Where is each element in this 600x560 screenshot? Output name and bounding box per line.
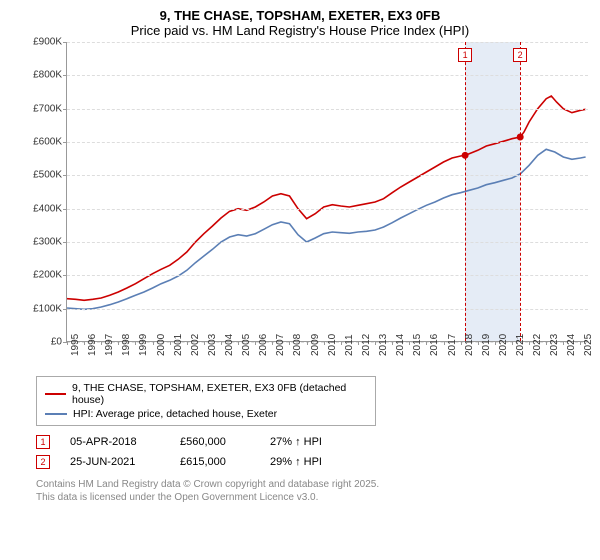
gridline bbox=[67, 75, 588, 76]
legend-swatch bbox=[45, 413, 67, 415]
gridline bbox=[67, 175, 588, 176]
gridline bbox=[67, 209, 588, 210]
sale-marker-label: 2 bbox=[513, 48, 527, 62]
y-axis-label: £900K bbox=[12, 37, 62, 48]
sales-table: 1 05-APR-2018 £560,000 27% ↑ HPI 2 25-JUN-202… bbox=[36, 432, 588, 472]
gridline bbox=[67, 242, 588, 243]
y-axis-label: £700K bbox=[12, 103, 62, 114]
y-axis-label: £600K bbox=[12, 137, 62, 148]
sale-price: £615,000 bbox=[180, 456, 250, 468]
sale-marker-line bbox=[520, 42, 521, 341]
plot-region: 12 bbox=[66, 42, 588, 342]
series-hpi bbox=[67, 149, 586, 309]
sale-marker-label: 1 bbox=[458, 48, 472, 62]
y-axis-label: £300K bbox=[12, 237, 62, 248]
sale-date: 05-APR-2018 bbox=[70, 436, 160, 448]
y-axis-label: £100K bbox=[12, 303, 62, 314]
legend-swatch bbox=[45, 393, 66, 395]
gridline bbox=[67, 109, 588, 110]
sale-date: 25-JUN-2021 bbox=[70, 456, 160, 468]
chart-subtitle: Price paid vs. HM Land Registry's House … bbox=[12, 23, 588, 38]
legend: 9, THE CHASE, TOPSHAM, EXETER, EX3 0FB (… bbox=[36, 376, 376, 426]
y-axis-label: £200K bbox=[12, 270, 62, 281]
legend-label: HPI: Average price, detached house, Exet… bbox=[73, 408, 277, 420]
legend-item: HPI: Average price, detached house, Exet… bbox=[45, 407, 367, 421]
sale-marker-line bbox=[465, 42, 466, 341]
gridline bbox=[67, 309, 588, 310]
chart-lines bbox=[67, 42, 589, 342]
gridline bbox=[67, 142, 588, 143]
sale-hpi: 27% ↑ HPI bbox=[270, 436, 350, 448]
legend-label: 9, THE CHASE, TOPSHAM, EXETER, EX3 0FB (… bbox=[72, 382, 367, 406]
series-price_paid bbox=[67, 96, 586, 300]
gridline bbox=[67, 275, 588, 276]
legend-item: 9, THE CHASE, TOPSHAM, EXETER, EX3 0FB (… bbox=[45, 381, 367, 407]
sale-hpi: 29% ↑ HPI bbox=[270, 456, 350, 468]
chart-area: 12 £0£100K£200K£300K£400K£500K£600K£700K… bbox=[12, 42, 588, 372]
sale-index-badge: 1 bbox=[36, 435, 50, 449]
sale-row: 1 05-APR-2018 £560,000 27% ↑ HPI bbox=[36, 432, 588, 452]
attribution: Contains HM Land Registry data © Crown c… bbox=[36, 478, 588, 504]
gridline bbox=[67, 42, 588, 43]
x-axis-label: 2025 bbox=[583, 334, 600, 356]
y-axis-label: £500K bbox=[12, 170, 62, 181]
y-axis-label: £400K bbox=[12, 203, 62, 214]
y-axis-label: £800K bbox=[12, 70, 62, 81]
attribution-line-2: This data is licensed under the Open Gov… bbox=[36, 491, 588, 504]
chart-container: 9, THE CHASE, TOPSHAM, EXETER, EX3 0FB P… bbox=[0, 0, 600, 560]
sale-index-badge: 2 bbox=[36, 455, 50, 469]
attribution-line-1: Contains HM Land Registry data © Crown c… bbox=[36, 478, 588, 491]
sale-row: 2 25-JUN-2021 £615,000 29% ↑ HPI bbox=[36, 452, 588, 472]
y-axis-label: £0 bbox=[12, 337, 62, 348]
sale-price: £560,000 bbox=[180, 436, 250, 448]
chart-title: 9, THE CHASE, TOPSHAM, EXETER, EX3 0FB bbox=[12, 8, 588, 23]
